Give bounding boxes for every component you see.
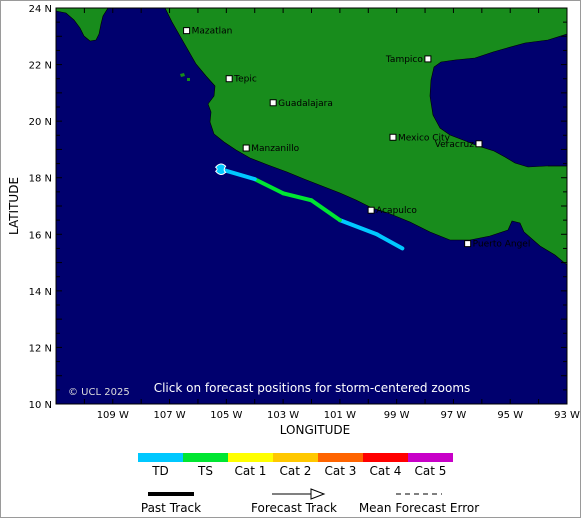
city-label: Manzanillo xyxy=(251,144,299,154)
x-tick-label: 93 W xyxy=(554,410,580,421)
city-tepic: Tepic xyxy=(225,75,257,85)
track-segment[interactable] xyxy=(218,167,257,182)
city-marker-icon xyxy=(464,240,472,248)
category-label: Cat 1 xyxy=(235,464,267,478)
forecast-arrow-icon xyxy=(310,488,326,500)
baja-california-land xyxy=(56,8,109,42)
y-axis-title: LATITUDE xyxy=(7,177,21,235)
city-marker-icon xyxy=(475,140,483,148)
x-tick-label: 109 W xyxy=(97,410,129,421)
city-label: Acapulco xyxy=(376,206,417,216)
track-segment[interactable] xyxy=(281,191,314,203)
city-guadalajara: Guadalajara xyxy=(269,99,333,109)
city-marker-icon xyxy=(242,144,250,152)
x-tick-label: 95 W xyxy=(497,410,523,421)
city-puerto-angel: Puerto Angel xyxy=(464,240,531,250)
city-marker-icon xyxy=(389,133,397,141)
city-tampico: Tampico xyxy=(385,55,432,65)
track-segment[interactable] xyxy=(337,218,379,237)
storm-position-icon[interactable] xyxy=(214,163,227,175)
y-tick-label: 24 N xyxy=(29,4,52,15)
y-tick-label: 16 N xyxy=(29,230,52,241)
city-label: Veracruz xyxy=(435,140,475,150)
category-swatch xyxy=(183,453,228,462)
category-label: Cat 5 xyxy=(415,464,447,478)
storm-track[interactable] xyxy=(214,163,405,251)
y-tick-label: 18 N xyxy=(29,174,52,185)
y-tick-label: 10 N xyxy=(29,400,52,411)
y-tick-label: 14 N xyxy=(29,287,52,298)
category-label: TS xyxy=(197,464,213,478)
past-track-label: Past Track xyxy=(141,501,201,515)
city-mazatlan: Mazatlan xyxy=(183,27,233,37)
city-marker-icon xyxy=(183,27,191,35)
x-tick-label: 105 W xyxy=(210,410,242,421)
x-tick-label: 99 W xyxy=(384,410,410,421)
axis-ticks xyxy=(55,7,568,405)
city-marker-icon xyxy=(367,206,375,214)
islas-marias-land xyxy=(180,73,190,81)
city-label: Puerto Angel xyxy=(473,240,531,250)
category-swatch xyxy=(273,453,318,462)
y-tick-label: 20 N xyxy=(29,117,52,128)
mean-error-label: Mean Forecast Error xyxy=(359,501,479,515)
mexico-mainland-land xyxy=(164,8,567,266)
forecast-zoom-hint: Click on forecast positions for storm-ce… xyxy=(154,381,471,395)
x-tick-label: 103 W xyxy=(267,410,299,421)
x-tick-label: 107 W xyxy=(153,410,185,421)
category-swatch xyxy=(228,453,273,462)
forecast-track-label: Forecast Track xyxy=(251,501,337,515)
category-label: Cat 4 xyxy=(370,464,402,478)
city-label: Tampico xyxy=(385,55,423,65)
x-tick-label: 97 W xyxy=(441,410,467,421)
category-swatch xyxy=(138,453,183,462)
y-tick-label: 22 N xyxy=(29,61,52,72)
city-label: Guadalajara xyxy=(278,99,333,109)
category-label: Cat 2 xyxy=(280,464,312,478)
track-segment[interactable] xyxy=(309,198,342,223)
city-label: Mexico City xyxy=(398,133,451,143)
track-segment[interactable] xyxy=(252,177,286,196)
x-tick-label: 101 W xyxy=(324,410,356,421)
x-axis-title: LONGITUDE xyxy=(280,423,350,437)
city-marker-icon xyxy=(424,55,432,63)
axis-tick-labels: 109 W 107 W 105 W 103 W 101 W 99 W 97 W 95 W 93 … xyxy=(29,4,580,421)
city-veracruz: Veracruz xyxy=(435,140,483,150)
category-legend: TD TS Cat 1 Cat 2 Cat 3 Cat 4 Cat 5 xyxy=(138,453,453,478)
category-swatch xyxy=(363,453,408,462)
category-swatch xyxy=(408,453,453,462)
credit-text: © UCL 2025 xyxy=(68,387,130,398)
city-marker-icon xyxy=(225,75,233,83)
category-label: TD xyxy=(151,464,169,478)
city-acapulco: Acapulco xyxy=(367,206,417,216)
city-label: Mazatlan xyxy=(192,27,233,37)
city-manzanillo: Manzanillo xyxy=(242,144,300,154)
category-swatch xyxy=(318,453,363,462)
city-label: Tepic xyxy=(233,75,257,85)
track-segment[interactable] xyxy=(374,232,405,251)
y-tick-label: 12 N xyxy=(29,343,52,354)
city-marker-icon xyxy=(269,99,277,107)
category-label: Cat 3 xyxy=(325,464,357,478)
city-mexico-city: Mexico City xyxy=(389,133,451,143)
city-markers: Mazatlan Tampico Tepic Guadalajara Mexico Ci… xyxy=(183,27,531,250)
